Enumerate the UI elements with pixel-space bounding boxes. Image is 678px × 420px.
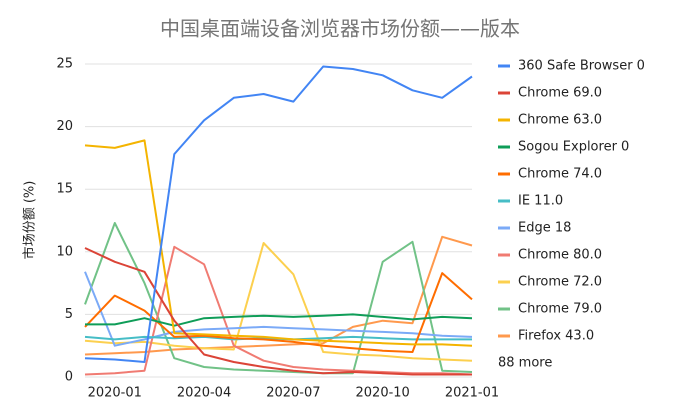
y-tick-label: 10 (56, 244, 73, 259)
legend-label: Chrome 74.0 (518, 167, 602, 182)
x-tick-label: 2020-04 (177, 386, 231, 401)
y-tick-label: 15 (56, 182, 73, 197)
x-tick-label: 2021-01 (445, 386, 499, 401)
chart-title: 中国桌面端设备浏览器市场份额——版本 (160, 17, 520, 41)
x-tick-label: 2020-10 (356, 386, 410, 401)
series-line (84, 139, 473, 347)
series-line (84, 245, 473, 376)
series-line (84, 65, 473, 363)
legend-more: 88 more (498, 356, 552, 371)
y-tick-label: 5 (65, 307, 73, 322)
y-axis-label: 市场份额 (%) (22, 181, 38, 260)
legend-label: 360 Safe Browser 0 (518, 59, 645, 74)
legend-label: Firefox 43.0 (518, 329, 594, 344)
y-tick-label: 0 (65, 370, 73, 385)
x-tick-label: 2020-07 (266, 386, 320, 401)
legend-label: Sogou Explorer 0 (518, 140, 629, 155)
series-line (84, 272, 473, 353)
series-line (84, 222, 473, 375)
series-line (84, 242, 473, 362)
series-line (84, 247, 472, 376)
x-tick-label: 2020-01 (88, 386, 142, 401)
y-tick-label: 20 (56, 119, 73, 134)
legend-label: Edge 18 (518, 221, 571, 236)
y-tick-label: 25 (56, 57, 73, 72)
legend-label: Chrome 79.0 (518, 302, 602, 317)
legend-label: Chrome 63.0 (518, 113, 602, 128)
series-line (85, 313, 473, 327)
legend-label: Chrome 72.0 (518, 275, 602, 290)
legend-label: IE 11.0 (518, 194, 563, 209)
legend-label: Chrome 69.0 (518, 86, 602, 101)
legend-label: Chrome 80.0 (518, 248, 602, 263)
series-line (84, 271, 473, 347)
